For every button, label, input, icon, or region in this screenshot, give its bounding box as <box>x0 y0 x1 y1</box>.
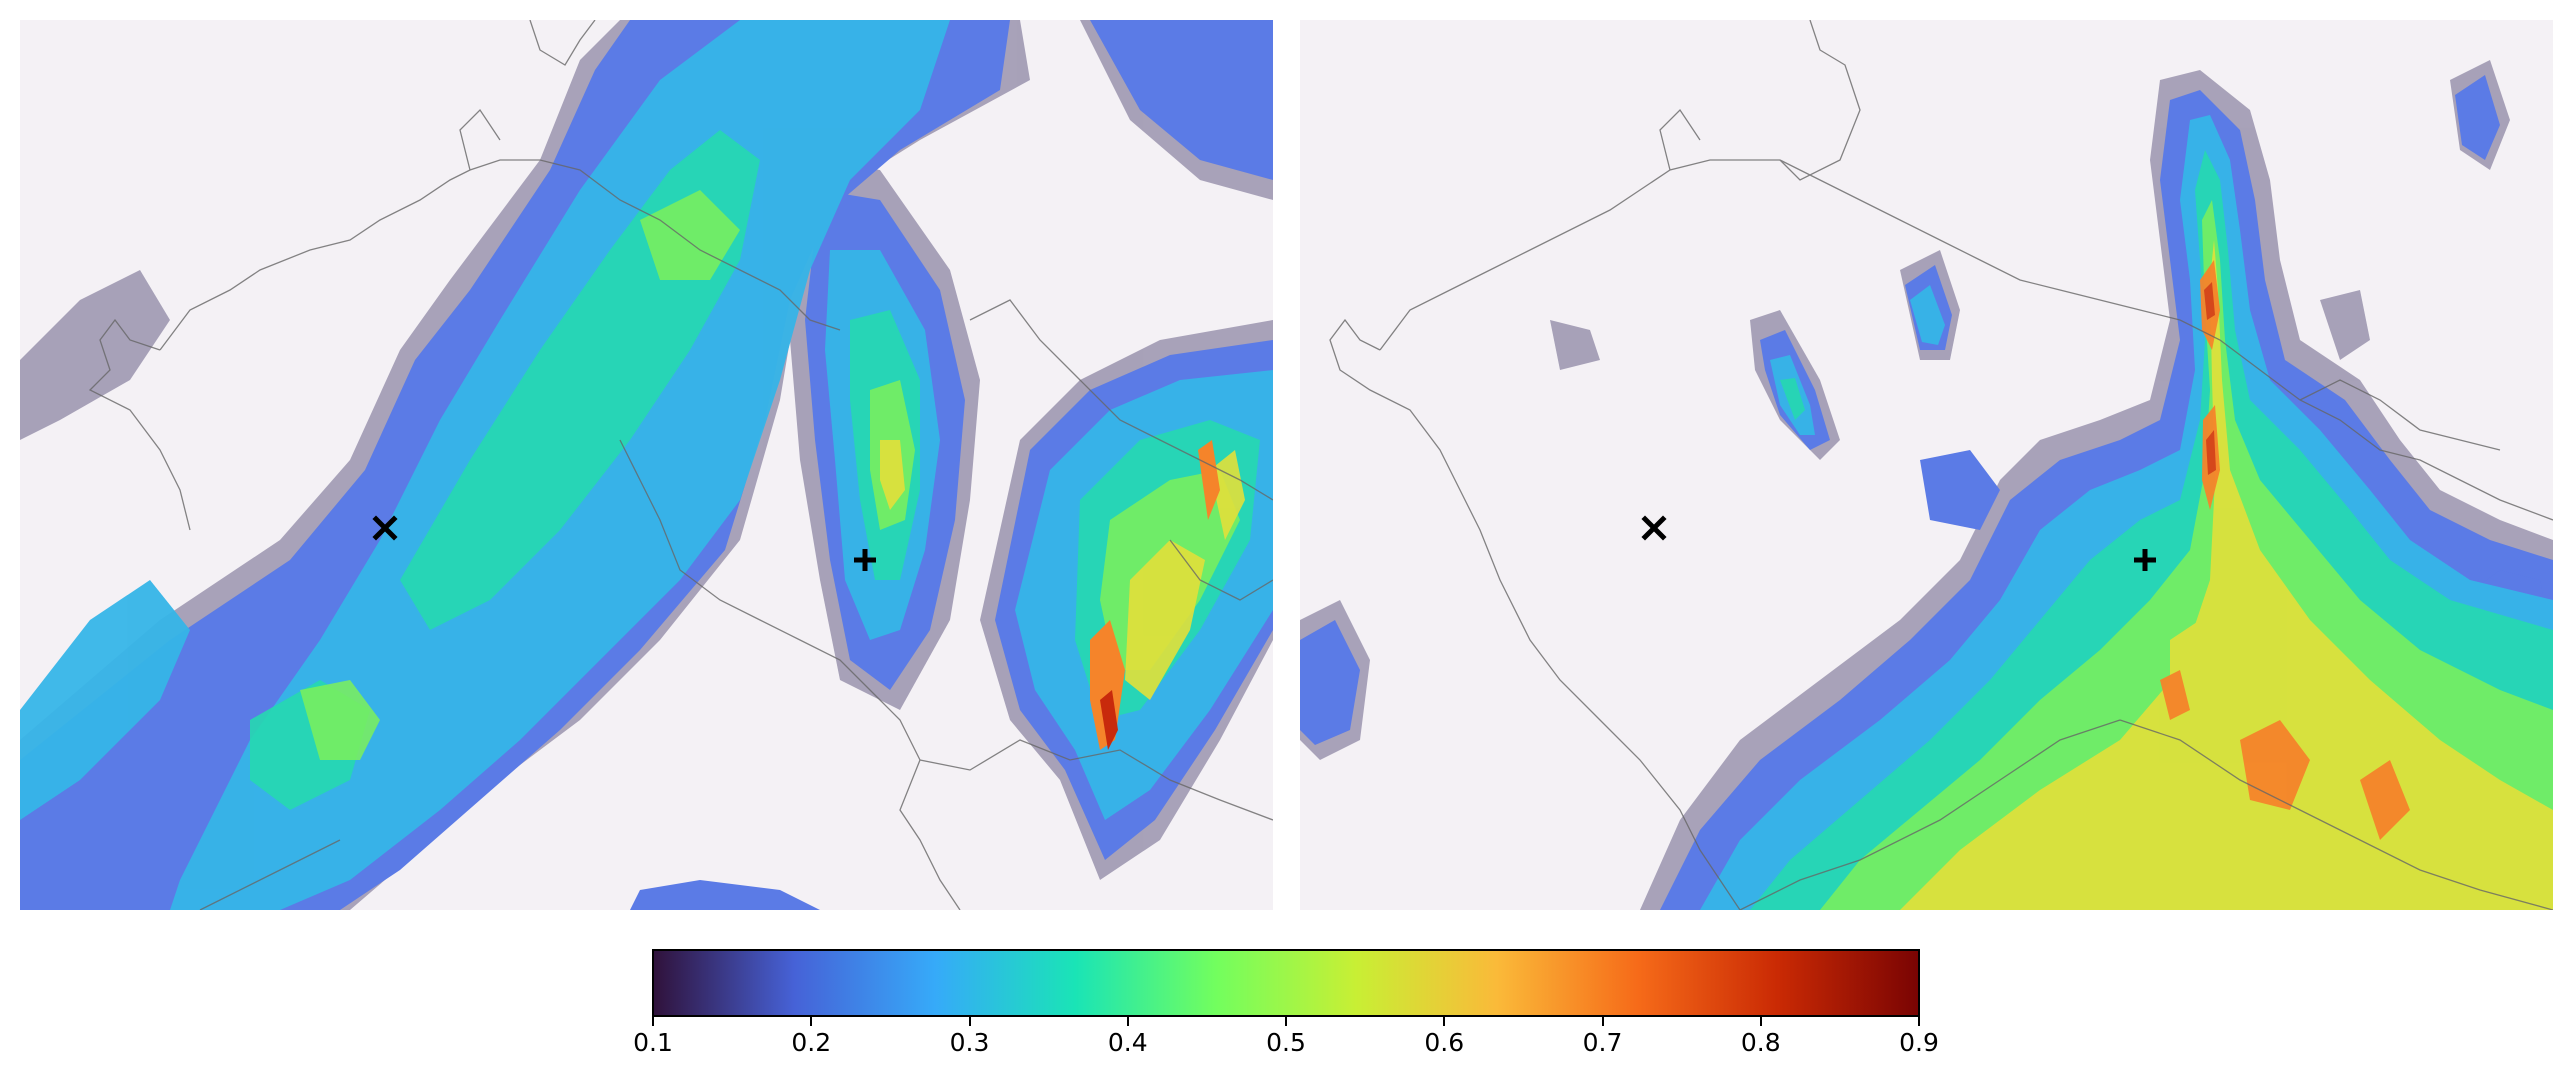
colorbar-tick-label: 0.5 <box>1266 1028 1306 1057</box>
precipitation-map-right <box>1300 20 2553 910</box>
colorbar-tick-label: 0.9 <box>1899 1028 1939 1057</box>
field-orange-left <box>1090 440 1220 750</box>
country-borders-left <box>88 20 1273 910</box>
colorbar-tick-label: 0.7 <box>1582 1028 1623 1057</box>
country-borders-right <box>1329 20 2553 910</box>
colorbar-tick-label: 0.3 <box>949 1028 990 1057</box>
precipitation-map-left <box>20 20 1273 910</box>
field-red-left <box>1100 690 1118 750</box>
x-marker-right <box>1641 515 1667 541</box>
colorbar-tick-label: 0.2 <box>791 1028 832 1057</box>
colorbar-tick <box>1126 1017 1129 1026</box>
plus-marker-right <box>2134 549 2156 571</box>
colorbar-tick-label: 0.8 <box>1740 1028 1781 1057</box>
colorbar-gradient <box>654 951 1918 1015</box>
colorbar <box>652 949 1920 1017</box>
colorbar-tick <box>1759 1017 1762 1026</box>
colorbar-tick <box>810 1017 813 1026</box>
colorbar-tick <box>1285 1017 1287 1026</box>
map-panel-left <box>20 20 1273 910</box>
field-red-right <box>2204 282 2216 475</box>
colorbar-tick <box>1443 1017 1446 1026</box>
colorbar-tick-label: 0.1 <box>633 1028 673 1057</box>
x-marker-left <box>372 515 398 541</box>
plus-marker-left <box>854 549 876 571</box>
colorbar-tick <box>652 1017 654 1026</box>
colorbar-tick <box>1918 1017 1920 1026</box>
field-yellow-left <box>880 440 1245 700</box>
colorbar-tick-label: 0.4 <box>1107 1028 1148 1057</box>
field-orange-right <box>2160 260 2410 840</box>
colorbar-tick <box>1601 1017 1604 1026</box>
map-panel-right <box>1300 20 2553 910</box>
colorbar-tick-label: 0.6 <box>1424 1028 1465 1057</box>
colorbar-tick <box>968 1017 971 1026</box>
